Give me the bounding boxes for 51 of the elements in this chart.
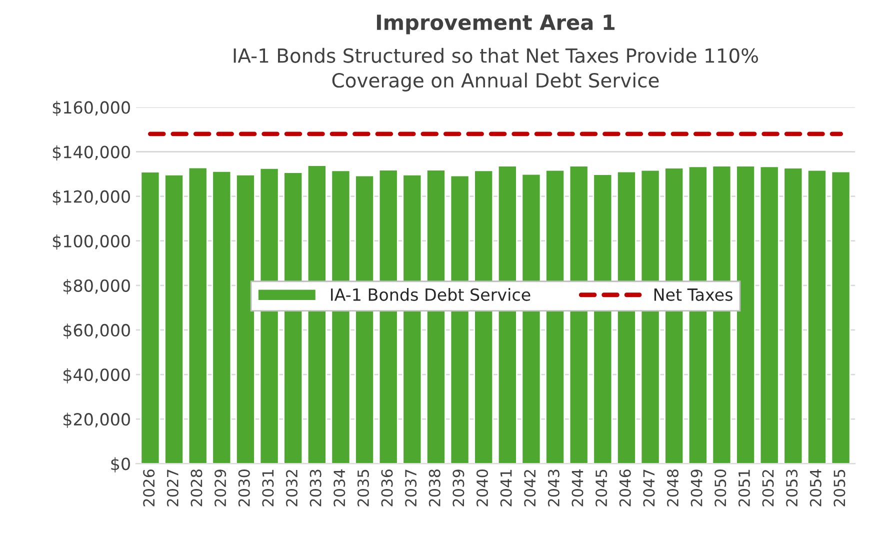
y-tick-label: $20,000 bbox=[64, 412, 130, 428]
chart-subtitle: IA-1 Bonds Structured so that Net Taxes Provide 110% Coverage on Annual Debt Service bbox=[234, 48, 758, 92]
legend-label: IA-1 Bonds Debt Service bbox=[331, 288, 530, 301]
x-tick-label: 2055 bbox=[834, 470, 846, 506]
bar bbox=[188, 166, 208, 464]
x-tick-label: 2052 bbox=[762, 470, 774, 506]
x-tick-label: 2039 bbox=[452, 470, 464, 506]
x-tick-label: 2036 bbox=[381, 469, 393, 506]
y-tick-label: $0 bbox=[111, 457, 130, 472]
x-tick-label: 2043 bbox=[548, 470, 560, 506]
chart-title: Improvement Area 1 bbox=[376, 14, 615, 34]
y-tick-label: $60,000 bbox=[64, 324, 130, 339]
x-tick-label: 2032 bbox=[286, 470, 298, 506]
x-tick-label: 2051 bbox=[738, 470, 750, 506]
legend-label: Net Taxes bbox=[654, 288, 732, 301]
y-tick-label: $120,000 bbox=[52, 190, 130, 206]
x-tick-label: 2044 bbox=[572, 469, 584, 506]
x-tick-label: 2047 bbox=[643, 470, 655, 506]
x-tick-label: 2053 bbox=[786, 470, 798, 506]
x-tick-label: 2037 bbox=[405, 470, 417, 506]
x-tick-label: 2050 bbox=[714, 470, 726, 506]
x-tick-label: 2029 bbox=[214, 470, 226, 506]
x-tick-label: 2034 bbox=[334, 469, 346, 506]
x-tick-label: 2040 bbox=[476, 470, 488, 506]
x-tick-label: 2048 bbox=[666, 470, 679, 506]
x-tick-label: 2027 bbox=[166, 470, 178, 506]
x-tick-label: 2042 bbox=[524, 470, 536, 506]
x-tick-label: 2045 bbox=[596, 470, 608, 506]
bar bbox=[830, 170, 851, 464]
y-tick-label: $160,000 bbox=[52, 100, 130, 116]
x-tick-label: 2033 bbox=[310, 470, 322, 506]
bar bbox=[212, 170, 232, 464]
x-tick-label: 2035 bbox=[357, 470, 369, 506]
bar bbox=[164, 174, 184, 464]
x-tick-label: 2026 bbox=[143, 469, 155, 506]
x-tick-label: 2046 bbox=[619, 469, 631, 506]
x-tick-label: 2031 bbox=[262, 470, 274, 506]
x-tick-label: 2041 bbox=[500, 470, 512, 506]
y-tick-label: $80,000 bbox=[64, 279, 130, 294]
bar bbox=[759, 166, 780, 464]
bar bbox=[140, 171, 160, 464]
y-tick-label: $100,000 bbox=[52, 234, 130, 250]
y-tick-label: $40,000 bbox=[64, 368, 130, 384]
bar bbox=[783, 167, 804, 464]
bar bbox=[806, 169, 827, 464]
y-tick-label: $140,000 bbox=[52, 145, 130, 161]
x-tick-label: 2028 bbox=[190, 470, 202, 506]
x-tick-label: 2038 bbox=[428, 470, 440, 506]
x-tick-label: 2049 bbox=[690, 470, 702, 506]
x-tick-label: 2030 bbox=[238, 470, 250, 506]
x-tick-label: 2054 bbox=[810, 469, 822, 506]
